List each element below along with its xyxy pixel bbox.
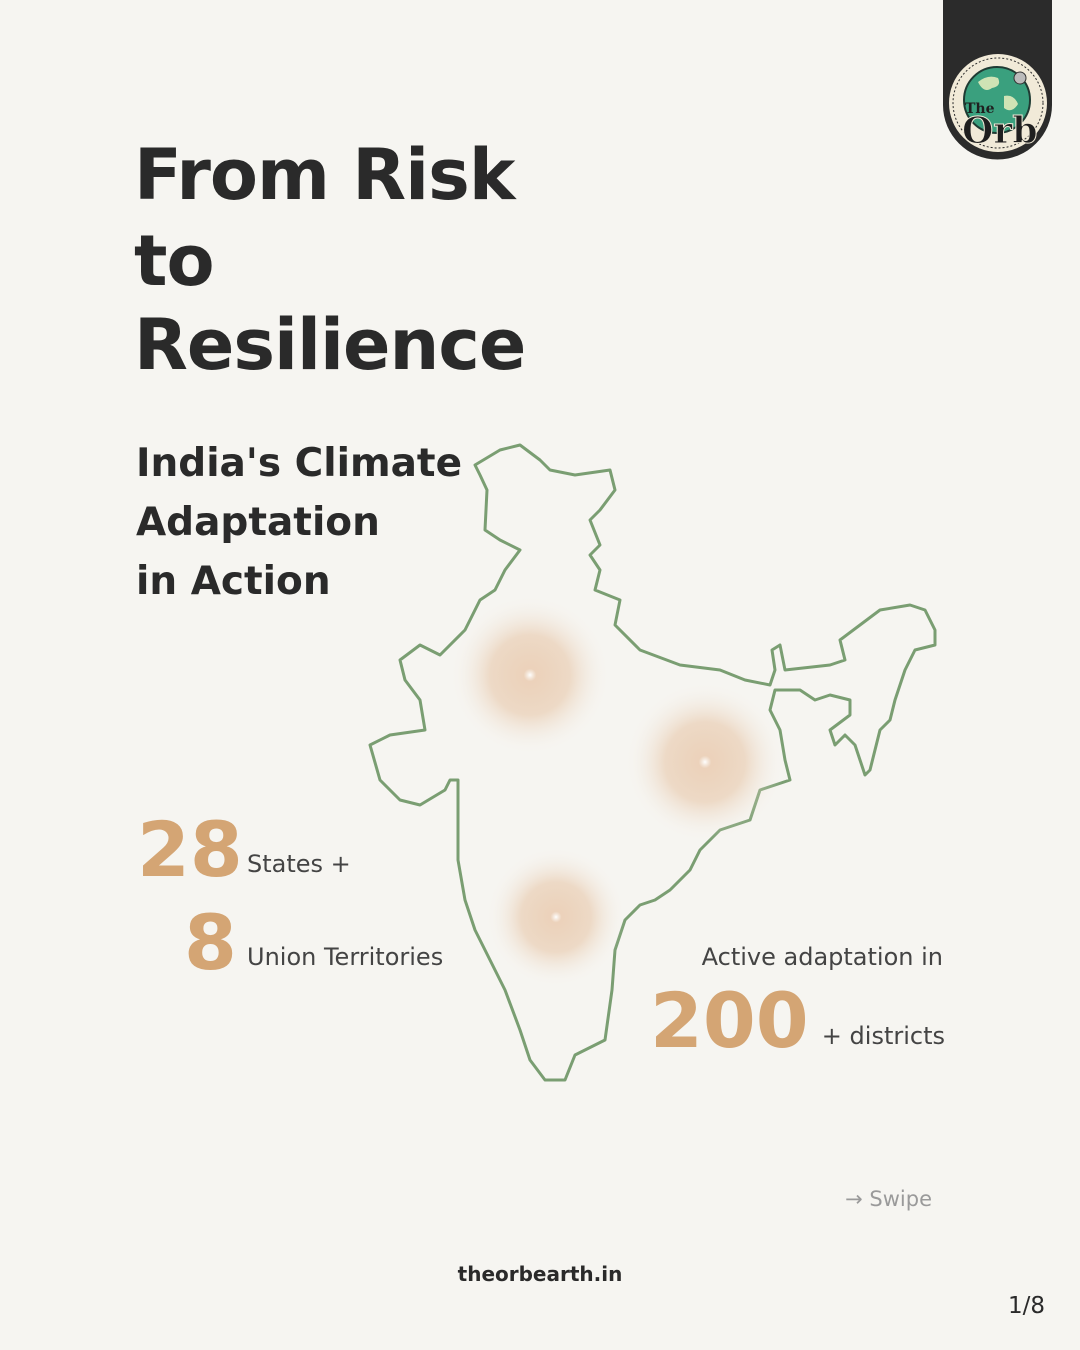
glow bbox=[486, 847, 626, 987]
logo-moon bbox=[1013, 71, 1027, 85]
india-map bbox=[368, 443, 937, 1082]
stat-label: States + bbox=[247, 850, 351, 878]
logo-small: The bbox=[965, 101, 995, 117]
stat-caption: Active adaptation in bbox=[701, 943, 943, 971]
subtitle-line: in Action bbox=[136, 559, 331, 604]
stat-number: 8 bbox=[184, 898, 237, 987]
footer-url[interactable]: theorbearth.in bbox=[457, 1262, 623, 1286]
logo-ring bbox=[952, 57, 1044, 149]
page-number: 1/8 bbox=[1007, 1293, 1045, 1319]
logo-big: Orb bbox=[962, 110, 1038, 152]
subtitle-line: India's Climate bbox=[136, 441, 463, 486]
stat-number: 200 bbox=[650, 976, 809, 1065]
stat-label: + districts bbox=[821, 1022, 945, 1050]
glow bbox=[450, 595, 610, 755]
subtitle-line: Adaptation bbox=[136, 500, 380, 545]
logo-land bbox=[978, 76, 1018, 111]
stat-number: 28 bbox=[137, 805, 243, 894]
glow bbox=[625, 682, 785, 842]
title-line: Resilience bbox=[134, 304, 526, 386]
swipe-hint[interactable]: → Swipe bbox=[845, 1187, 932, 1211]
title-line: to bbox=[134, 220, 215, 302]
stat-label: Union Territories bbox=[247, 943, 444, 971]
title-line: From Risk bbox=[134, 134, 515, 216]
